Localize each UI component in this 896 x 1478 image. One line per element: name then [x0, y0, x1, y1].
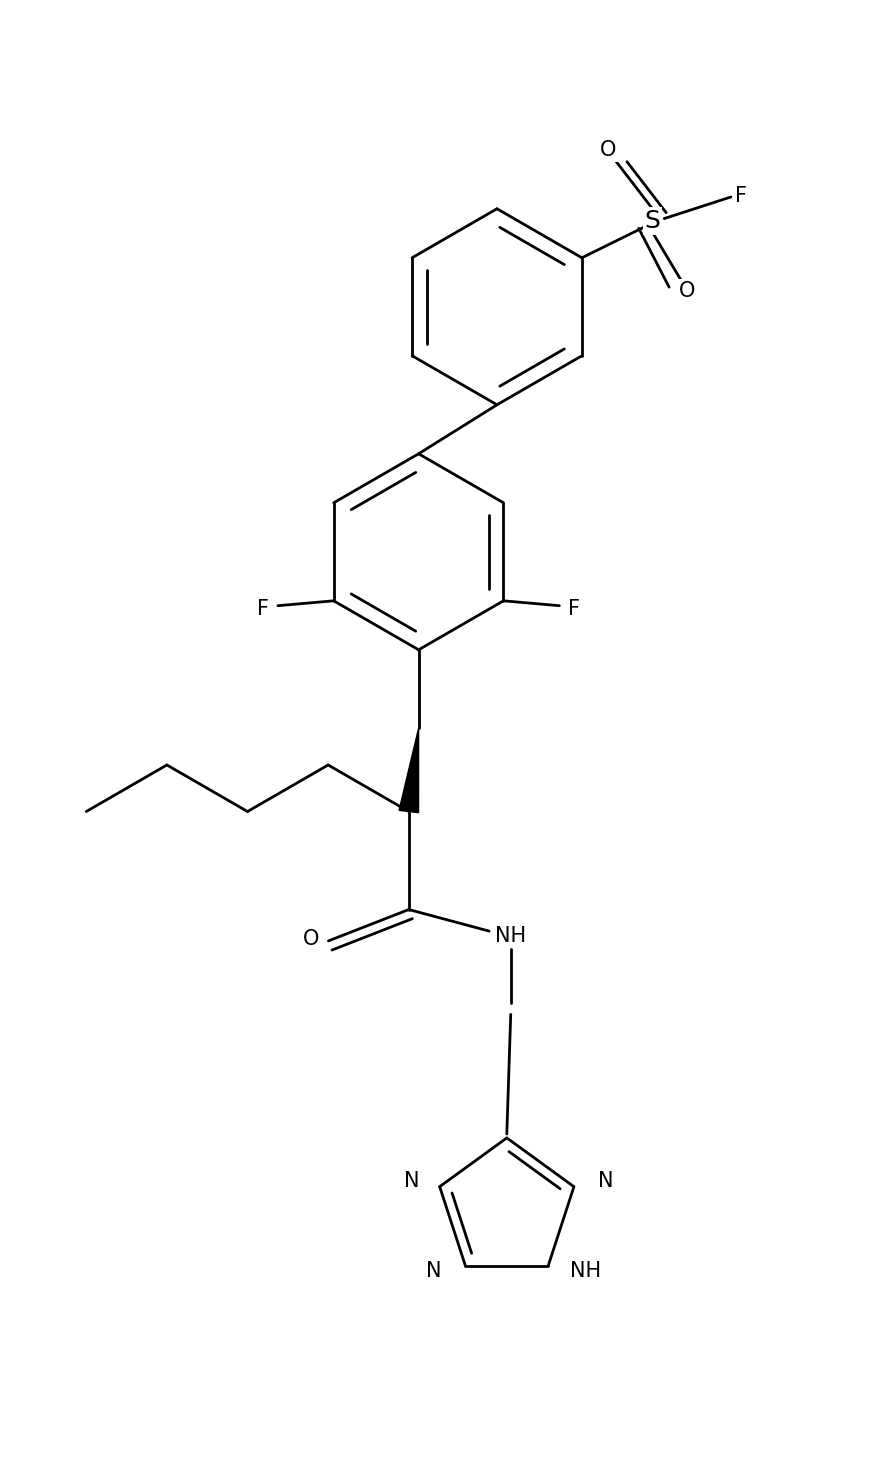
Text: O: O: [303, 930, 319, 949]
Text: F: F: [735, 186, 746, 205]
Text: O: O: [678, 281, 695, 302]
Text: NH: NH: [570, 1261, 601, 1281]
Text: N: N: [404, 1171, 420, 1191]
Text: F: F: [257, 599, 269, 619]
Polygon shape: [399, 729, 418, 813]
Text: N: N: [598, 1171, 613, 1191]
Text: NH: NH: [495, 927, 526, 946]
Text: S: S: [644, 208, 660, 232]
Text: O: O: [600, 140, 616, 160]
Text: N: N: [426, 1261, 442, 1281]
Text: F: F: [568, 599, 580, 619]
